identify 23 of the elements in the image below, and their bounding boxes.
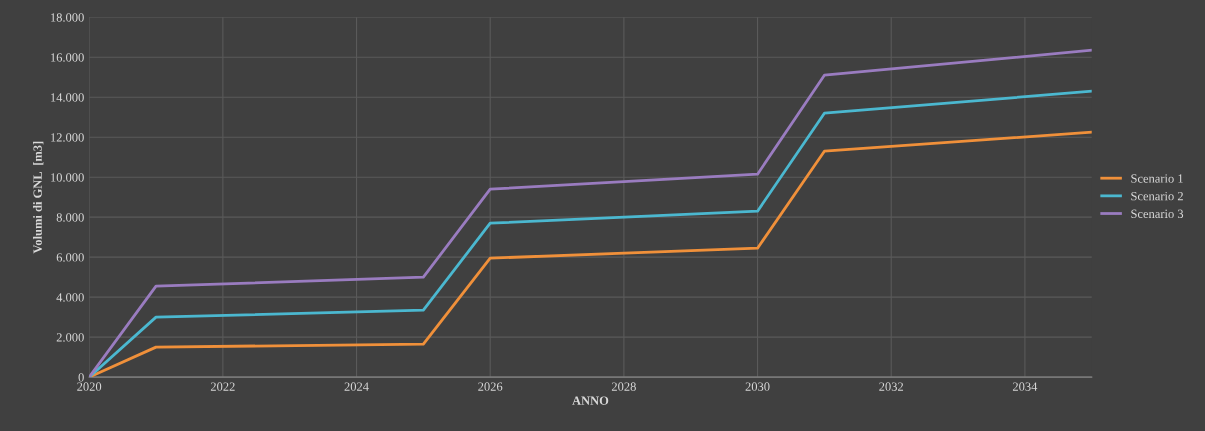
y-axis-title: Volumi di GNL [m3] — [33, 141, 44, 254]
y-tick-label: 4.000 — [56, 293, 84, 302]
x-tick-label: 2028 — [611, 382, 636, 391]
y-tick-label: 2.000 — [56, 333, 84, 342]
x-axis-title: ANNO — [572, 396, 609, 405]
x-tick-label: 2026 — [478, 382, 503, 391]
x-tick-label: 2022 — [210, 382, 235, 391]
y-tick-label: 10.000 — [51, 173, 84, 182]
x-tick-label: 2032 — [879, 382, 904, 391]
y-tick-label: 0 — [78, 373, 84, 382]
y-tick-label: 18.000 — [51, 13, 84, 22]
x-tick-label: 2020 — [77, 382, 102, 391]
x-tick-label: 2030 — [745, 382, 770, 391]
y-tick-label: 8.000 — [56, 213, 84, 222]
y-tick-label: 16.000 — [51, 53, 84, 62]
legend-label: Scenario 1 — [1131, 174, 1183, 183]
legend-label: Scenario 3 — [1131, 209, 1184, 219]
y-tick-label: 12.000 — [51, 133, 84, 142]
legend-label: Scenario 2 — [1131, 191, 1183, 201]
y-tick-label: 6.000 — [56, 253, 84, 262]
y-tick-label: 14.000 — [51, 93, 84, 102]
x-tick-label: 2034 — [1012, 382, 1038, 391]
x-tick-label: 2024 — [344, 382, 369, 391]
